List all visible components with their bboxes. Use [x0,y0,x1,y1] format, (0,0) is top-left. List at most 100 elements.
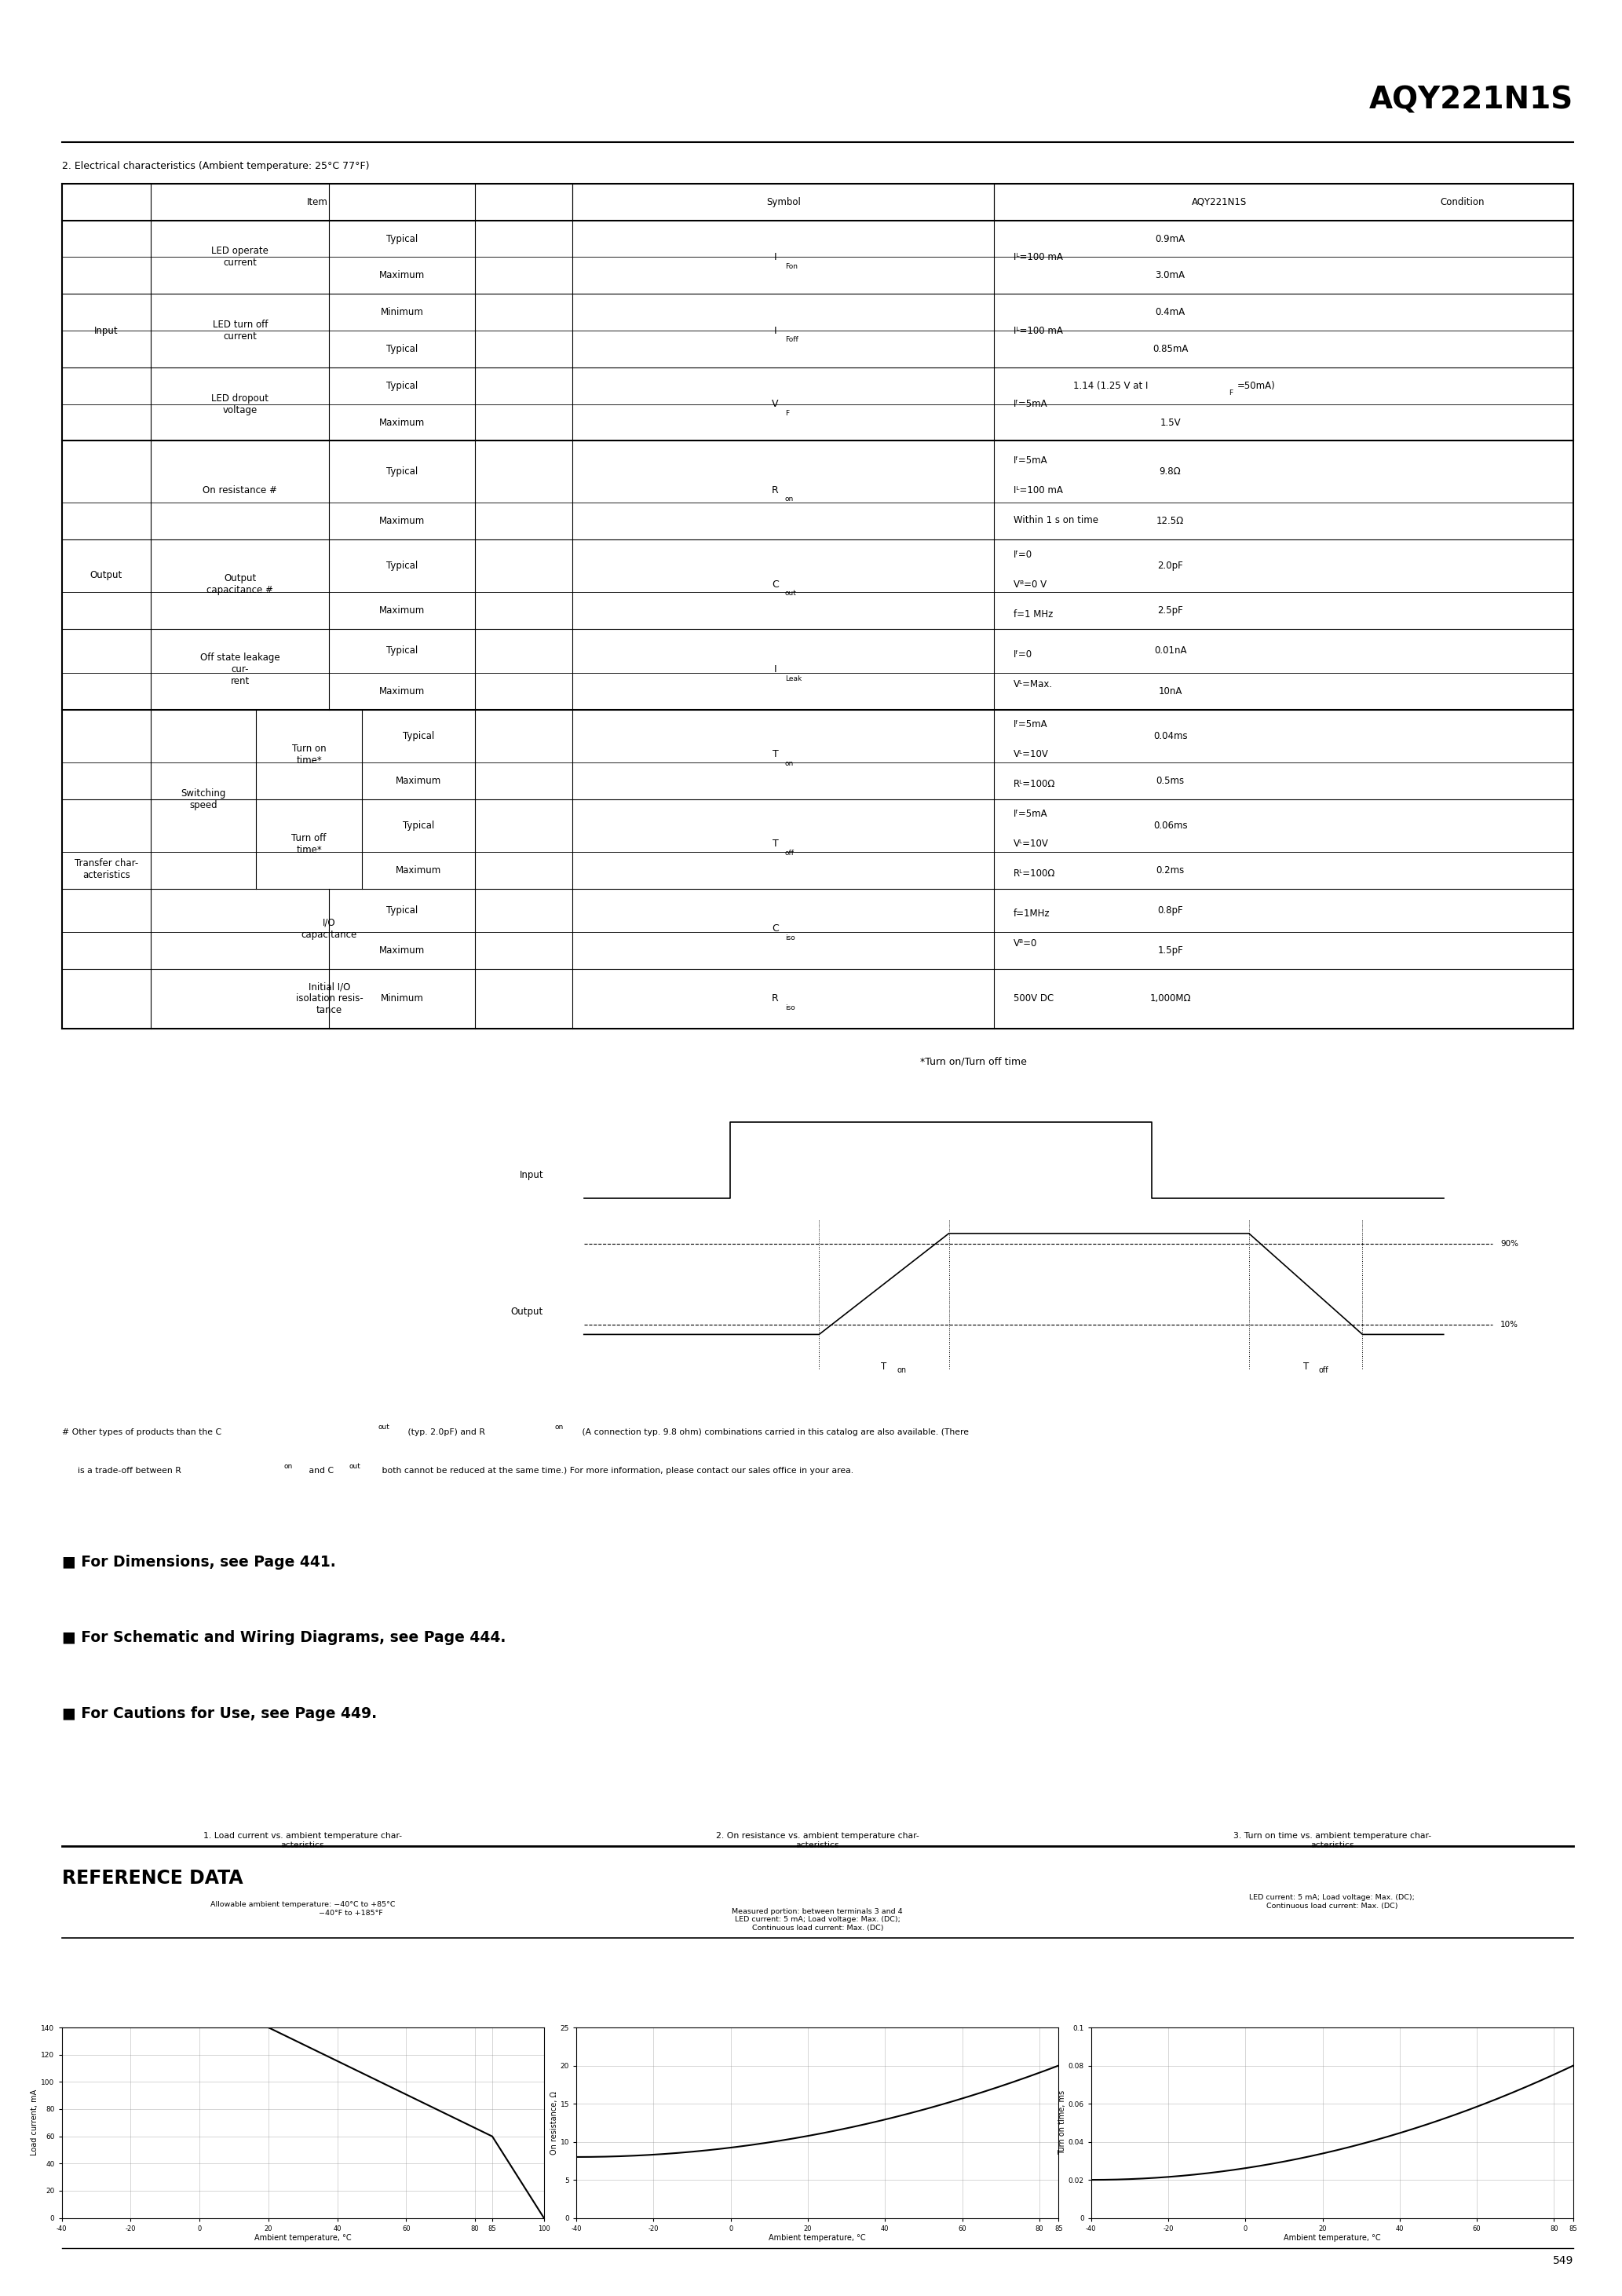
Text: Maximum: Maximum [380,687,425,696]
Text: Maximum: Maximum [380,946,425,955]
Text: Vᴮ=0: Vᴮ=0 [1014,939,1038,948]
Text: 3.0mA: 3.0mA [1155,271,1186,280]
Text: (typ. 2.0pF) and R: (typ. 2.0pF) and R [406,1428,485,1435]
Text: Typical: Typical [402,820,435,831]
Text: ■ For Schematic and Wiring Diagrams, see Page 444.: ■ For Schematic and Wiring Diagrams, see… [62,1630,506,1644]
Text: (A connection typ. 9.8 ohm) combinations carried in this catalog are also availa: (A connection typ. 9.8 ohm) combinations… [579,1428,968,1435]
Text: Typical: Typical [386,645,418,657]
Text: Initial I/O
isolation resis-
tance: Initial I/O isolation resis- tance [295,983,363,1015]
Text: both cannot be reduced at the same time.) For more information, please contact o: both cannot be reduced at the same time.… [380,1467,853,1474]
Text: Vᴮ=0 V: Vᴮ=0 V [1014,579,1046,590]
Text: Allowable ambient temperature: −40°C to +85°C
                                  : Allowable ambient temperature: −40°C to … [211,1901,396,1917]
Text: Iᴸ=100 mA: Iᴸ=100 mA [1014,326,1062,335]
Text: 90%: 90% [1500,1240,1518,1247]
Text: 10nA: 10nA [1158,687,1182,696]
Text: 0.5ms: 0.5ms [1156,776,1184,785]
Text: LED current: 5 mA; Load voltage: Max. (DC);
Continuous load current: Max. (DC): LED current: 5 mA; Load voltage: Max. (D… [1249,1894,1414,1910]
Text: 0.4mA: 0.4mA [1155,308,1186,317]
Text: I/O
capacitance: I/O capacitance [302,918,357,939]
Text: T: T [772,838,779,850]
Text: 549: 549 [1552,2255,1573,2266]
Text: 12.5Ω: 12.5Ω [1156,517,1184,526]
Text: Typical: Typical [402,730,435,742]
Text: Maximum: Maximum [380,271,425,280]
Text: Iᶠ=5mA: Iᶠ=5mA [1014,455,1048,466]
Text: 0.04ms: 0.04ms [1153,730,1187,742]
Text: Input: Input [94,326,118,335]
Text: 500V DC: 500V DC [1014,994,1054,1003]
Text: I: I [774,253,777,262]
X-axis label: Ambient temperature, °C: Ambient temperature, °C [1283,2234,1380,2243]
Text: off: off [785,850,795,856]
Text: AQY221N1S: AQY221N1S [1369,85,1573,115]
Text: *Turn on/Turn off time: *Turn on/Turn off time [920,1056,1027,1065]
Text: Measured portion: between terminals 3 and 4
LED current: 5 mA; Load voltage: Max: Measured portion: between terminals 3 an… [732,1908,903,1931]
Text: R: R [772,994,779,1003]
Text: C: C [772,923,779,934]
Text: Vᴸ=10V: Vᴸ=10V [1014,748,1049,760]
Text: Turn on
time*: Turn on time* [292,744,326,765]
Text: is a trade-off between R: is a trade-off between R [78,1467,182,1474]
Text: Typical: Typical [386,381,418,390]
Text: Maximum: Maximum [396,776,441,785]
Text: Output
capacitance #: Output capacitance # [206,574,274,595]
Text: LED turn off
current: LED turn off current [212,319,268,342]
Text: Typical: Typical [386,466,418,478]
Text: Output: Output [511,1306,543,1316]
Text: 3. Turn on time vs. ambient temperature char-
acteristics: 3. Turn on time vs. ambient temperature … [1233,1832,1431,1848]
Text: 1.5V: 1.5V [1160,418,1181,427]
Text: # Other types of products than the C: # Other types of products than the C [62,1428,221,1435]
Text: Iᴸ=100 mA: Iᴸ=100 mA [1014,484,1062,496]
X-axis label: Ambient temperature, °C: Ambient temperature, °C [255,2234,352,2243]
Text: 9.8Ω: 9.8Ω [1160,466,1181,478]
Text: =50mA): =50mA) [1236,381,1275,390]
Text: on: on [284,1463,292,1469]
Text: on: on [555,1424,563,1430]
Text: Iᶠ=5mA: Iᶠ=5mA [1014,808,1048,820]
Text: 2. Electrical characteristics (Ambient temperature: 25°C 77°F): 2. Electrical characteristics (Ambient t… [62,161,368,170]
Y-axis label: Turn on time, ms: Turn on time, ms [1058,2089,1066,2156]
Text: Condition: Condition [1440,197,1484,207]
Text: Fon: Fon [785,262,798,271]
Text: T: T [1302,1362,1309,1371]
Text: Transfer char-
acteristics: Transfer char- acteristics [75,859,138,879]
Text: Input: Input [519,1171,543,1180]
Text: 0.2ms: 0.2ms [1156,866,1184,875]
Y-axis label: Load current, mA: Load current, mA [31,2089,39,2156]
Text: On resistance #: On resistance # [203,484,277,496]
Text: 1. Load current vs. ambient temperature char-
acteristics: 1. Load current vs. ambient temperature … [203,1832,402,1848]
Text: Vᴸ=10V: Vᴸ=10V [1014,838,1049,850]
Text: 0.01nA: 0.01nA [1153,645,1187,657]
Text: Leak: Leak [785,675,801,682]
Text: 2. On resistance vs. ambient temperature char-
acteristics: 2. On resistance vs. ambient temperature… [715,1832,920,1848]
Text: I: I [774,664,777,675]
Text: I: I [774,326,777,335]
Text: on: on [785,760,793,767]
Text: 1,000MΩ: 1,000MΩ [1150,994,1191,1003]
Text: Rᴸ=100Ω: Rᴸ=100Ω [1014,868,1056,879]
Text: 0.9mA: 0.9mA [1155,234,1186,243]
Text: 2.0pF: 2.0pF [1158,560,1182,572]
Text: on: on [897,1366,907,1373]
Text: Typical: Typical [386,905,418,916]
Text: Maximum: Maximum [380,606,425,615]
Text: 2.5pF: 2.5pF [1158,606,1182,615]
Text: Vᴸ=Max.: Vᴸ=Max. [1014,680,1053,689]
Text: Maximum: Maximum [380,418,425,427]
Text: out: out [378,1424,389,1430]
Text: off: off [1319,1366,1328,1373]
Text: V: V [772,400,779,409]
Text: Typical: Typical [386,344,418,354]
Text: Item: Item [307,197,328,207]
Text: 0.8pF: 0.8pF [1158,905,1182,916]
Text: on: on [785,496,793,503]
Text: ■ For Dimensions, see Page 441.: ■ For Dimensions, see Page 441. [62,1554,336,1568]
Y-axis label: On resistance, Ω: On resistance, Ω [550,2092,558,2154]
Text: T: T [772,748,779,760]
Text: 1.14 (1.25 V at I: 1.14 (1.25 V at I [1074,381,1148,390]
Text: Iᶠ=5mA: Iᶠ=5mA [1014,400,1048,409]
Text: Minimum: Minimum [381,308,423,317]
Text: T: T [881,1362,887,1371]
Text: Switching
speed: Switching speed [182,788,225,810]
Text: AQY221N1S: AQY221N1S [1191,197,1247,207]
